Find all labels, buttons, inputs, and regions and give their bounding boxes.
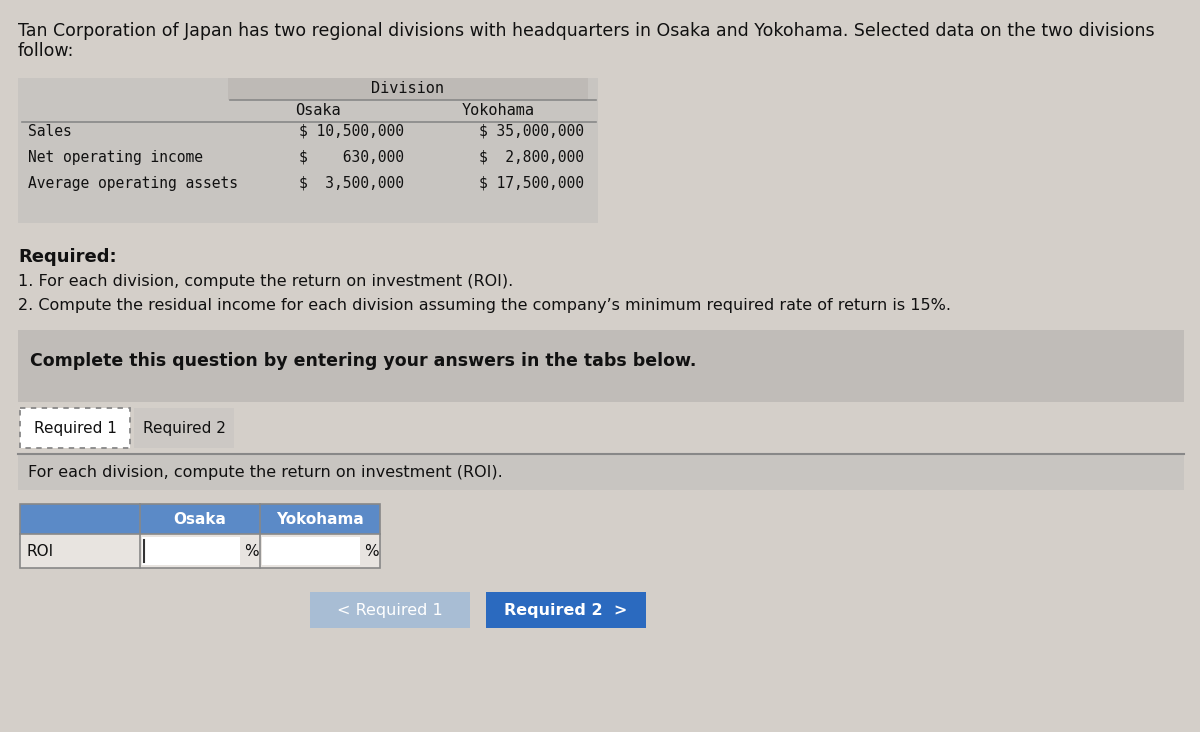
Text: %: % [244, 543, 259, 559]
Bar [20, 504, 380, 568]
Bar [142, 537, 240, 565]
Bar [20, 504, 380, 534]
Text: Tan Corporation of Japan has two regional divisions with headquarters in Osaka a: Tan Corporation of Japan has two regiona… [18, 22, 1154, 40]
Bar [228, 78, 588, 100]
Bar [18, 78, 598, 223]
Text: $ 17,500,000: $ 17,500,000 [479, 176, 584, 191]
Bar [18, 330, 1184, 402]
Text: Required:: Required: [18, 248, 116, 266]
Text: Required 2: Required 2 [143, 420, 226, 436]
Text: Osaka: Osaka [174, 512, 227, 526]
Text: Yokohama: Yokohama [276, 512, 364, 526]
Text: 1. For each division, compute the return on investment (ROI).: 1. For each division, compute the return… [18, 274, 514, 289]
Text: %: % [364, 543, 379, 559]
Bar [310, 592, 470, 628]
Text: Net operating income: Net operating income [28, 150, 203, 165]
Text: $  2,800,000: $ 2,800,000 [479, 150, 584, 165]
Text: Sales: Sales [28, 124, 72, 139]
Bar [20, 534, 380, 568]
Text: Required 2  >: Required 2 > [504, 602, 628, 618]
Bar [18, 402, 1184, 454]
Bar [20, 408, 130, 448]
Text: Complete this question by entering your answers in the tabs below.: Complete this question by entering your … [30, 352, 696, 370]
Text: Division: Division [372, 81, 444, 96]
Text: follow:: follow: [18, 42, 74, 60]
Bar [18, 454, 1184, 490]
Bar [134, 408, 234, 448]
Text: $    630,000: $ 630,000 [299, 150, 404, 165]
Bar [20, 408, 130, 448]
Text: Required 1: Required 1 [34, 420, 116, 436]
Text: Osaka: Osaka [295, 103, 341, 118]
Text: For each division, compute the return on investment (ROI).: For each division, compute the return on… [28, 465, 503, 479]
Text: Yokohama: Yokohama [462, 103, 534, 118]
Text: $  3,500,000: $ 3,500,000 [299, 176, 404, 191]
Text: Average operating assets: Average operating assets [28, 176, 238, 191]
Text: 2. Compute the residual income for each division assuming the company’s minimum : 2. Compute the residual income for each … [18, 298, 952, 313]
Text: $ 10,500,000: $ 10,500,000 [299, 124, 404, 139]
Bar [486, 592, 646, 628]
Text: $ 35,000,000: $ 35,000,000 [479, 124, 584, 139]
Bar [262, 537, 360, 565]
Text: ROI: ROI [26, 543, 53, 559]
Text: < Required 1: < Required 1 [337, 602, 443, 618]
